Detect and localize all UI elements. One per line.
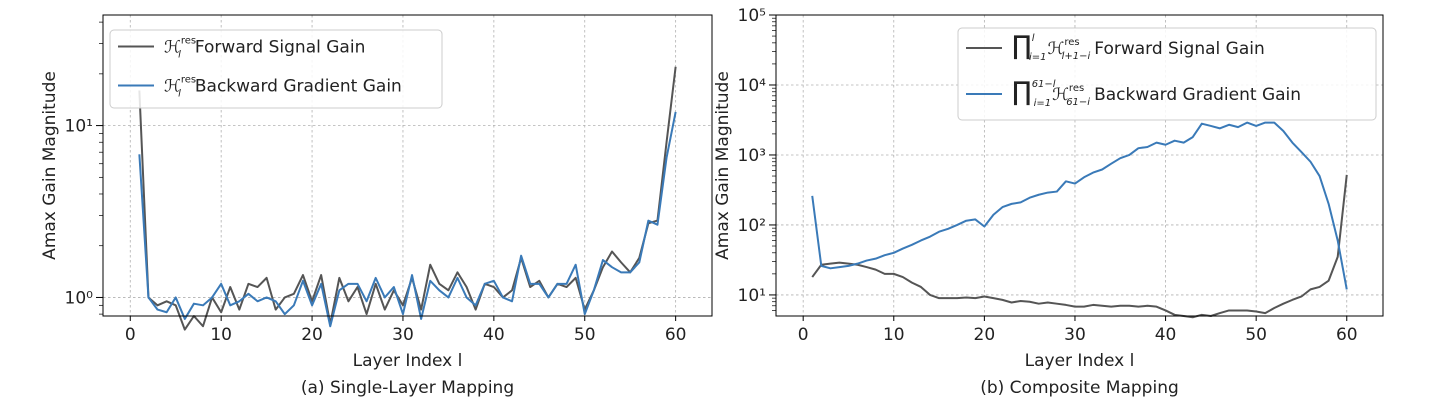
x-tick-label: 60: [665, 325, 687, 345]
series-line-backward: [811, 121, 1348, 290]
x-axis-label: Layer Index l: [1025, 351, 1135, 371]
legend-box: [957, 27, 1377, 121]
x-tick-label: 30: [1064, 325, 1086, 345]
series-line-forward: [811, 174, 1348, 319]
legend: ∏l i=1ℋres l+1−i Forward Signal Gain∏61−l i=…: [957, 27, 1377, 121]
legend-upper-limit: l: [1032, 33, 1035, 44]
legend-entry: ∏61−l i=1ℋres 61−i Backward Gradient Gain: [1012, 77, 1301, 109]
x-axis-label: Layer Index l: [353, 351, 463, 371]
panel-caption: (b) Composite Mapping: [980, 378, 1179, 398]
legend-term-symbol: ℋ: [1048, 39, 1065, 59]
legend-product-symbol: ∏: [1012, 77, 1032, 107]
legend-upper-limit: 61−l: [1032, 79, 1056, 90]
legend-entry: ℋres l Forward Signal Gain: [164, 36, 365, 61]
x-tick-label: 50: [1245, 325, 1267, 345]
y-tick-label: 10³: [738, 146, 766, 166]
x-tick-label: 30: [392, 325, 414, 345]
y-tick-label: 10¹: [738, 286, 766, 306]
legend-label: Forward Signal Gain: [1094, 39, 1264, 59]
legend-label: Forward Signal Gain: [195, 38, 365, 58]
legend-label: Backward Gradient Gain: [1094, 85, 1301, 105]
legend-term-symbol: ℋ: [1052, 85, 1069, 105]
x-tick-label: 20: [974, 325, 996, 345]
y-tick-label: 10¹: [65, 117, 93, 137]
series-line-backward: [138, 111, 677, 328]
legend-lower-limit: i=1: [1034, 98, 1052, 109]
legend-lower-limit: i=1: [1029, 52, 1047, 63]
plot-frame: [102, 14, 713, 317]
legend-sup: res: [181, 36, 196, 47]
legend-entry: ℋres l Backward Gradient Gain: [164, 75, 402, 100]
legend-box: [109, 29, 443, 109]
x-tick-label: 0: [125, 325, 136, 345]
y-tick-label: 10⁵: [738, 6, 766, 26]
legend-sub: l: [178, 50, 181, 61]
y-tick-label: 10⁴: [738, 76, 767, 96]
legend-product-symbol: ∏: [1012, 31, 1032, 61]
x-tick-label: 10: [210, 325, 232, 345]
legend-sup: res: [181, 75, 196, 86]
y-minor-ticks: [772, 17, 776, 311]
chart-panel-1: 0 10 20 30 40 50 60 10⁰ 10¹ Layer Index l Amax Gai…: [40, 14, 713, 398]
legend-term-sup: res: [1064, 37, 1079, 48]
y-axis-label: Amax Gain Magnitude: [40, 71, 60, 260]
plot-frame: [775, 14, 1384, 317]
y-tick-label: 10⁰: [65, 288, 94, 308]
y-axis-label: Amax Gain Magnitude: [713, 71, 733, 260]
legend-label: Backward Gradient Gain: [195, 77, 402, 97]
legend-term-sub: 61−i: [1066, 97, 1090, 108]
legend-term-sup: res: [1069, 83, 1084, 94]
x-tick-label: 50: [574, 325, 596, 345]
panel-caption: (a) Single-Layer Mapping: [301, 378, 514, 398]
x-tick-label: 0: [798, 325, 809, 345]
chart-panel-2: 0 10 20 30 40 50 60 10¹ 10² 10³ 10⁴ 10⁵ Layer Index …: [713, 6, 1384, 398]
legend-sub: l: [178, 89, 181, 100]
x-tick-label: 10: [883, 325, 905, 345]
x-tick-label: 20: [301, 325, 323, 345]
legend-symbol: ℋ: [164, 38, 181, 58]
legend-symbol: ℋ: [164, 77, 181, 97]
legend-term-sub: l+1−i: [1062, 51, 1091, 62]
x-tick-label: 40: [483, 325, 505, 345]
x-tick-label: 60: [1336, 325, 1358, 345]
y-minor-ticks: [99, 21, 103, 315]
y-tick-label: 10²: [738, 216, 766, 236]
x-tick-label: 40: [1155, 325, 1177, 345]
legend-entry: ∏l i=1ℋres l+1−i Forward Signal Gain: [1012, 31, 1265, 63]
